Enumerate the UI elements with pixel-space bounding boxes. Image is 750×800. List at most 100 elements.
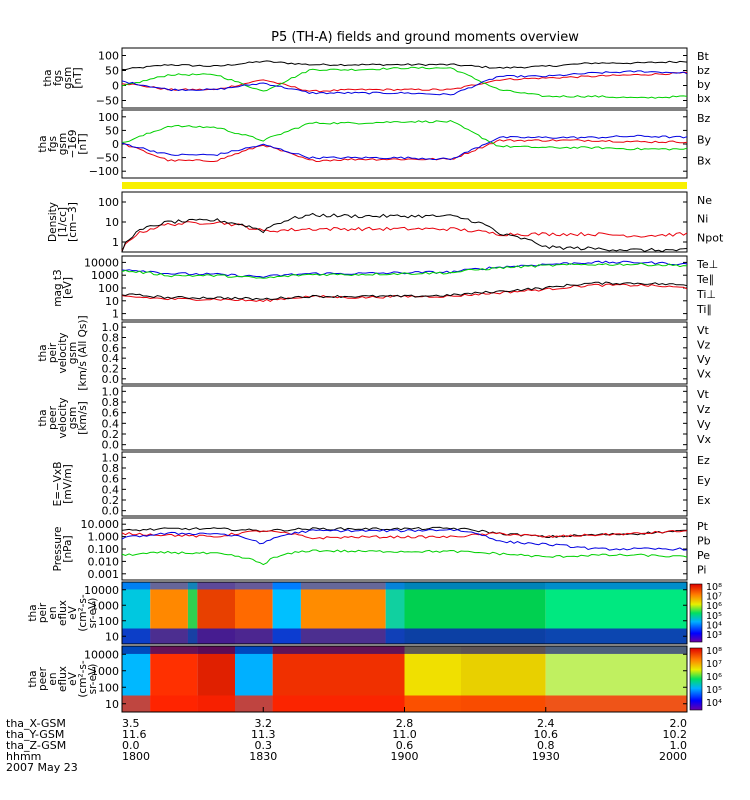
y-tick-label: 0.8: [102, 462, 120, 475]
x-row-value: 1930: [532, 750, 560, 763]
spectrogram-band: [187, 582, 198, 644]
y-axis-label-line: en: [47, 606, 59, 619]
y-axis-label-line: (cm²-s-: [77, 660, 89, 698]
y-axis-label-line: peir: [37, 602, 49, 623]
colorbar-label: 10⁵: [706, 611, 722, 622]
legend-ey: Ey: [697, 474, 711, 487]
y-axis-label-line: peer: [47, 405, 59, 430]
y-axis-label-line: gsm: [67, 407, 79, 429]
y-axis-label-line: eflux: [57, 666, 69, 692]
panels: 100500−50thafgsgsm[nT]Btbzbybx100500−50−…: [27, 47, 724, 713]
y-tick-label: 1.0: [102, 451, 120, 464]
x-row-value: 2.4: [537, 717, 555, 730]
panel-frame: [121, 321, 688, 385]
colorbar-label: 10⁶: [706, 601, 722, 612]
legend-vx: Vx: [697, 368, 712, 381]
y-axis-label-line: gsm: [62, 67, 74, 89]
y-tick-label: 0.8: [102, 332, 120, 345]
y-tick-label: 100: [98, 50, 119, 63]
panel-peer-vel: 1.00.80.60.40.20.0 thapeervelocitygsm[km/…: [37, 385, 712, 451]
y-tick-label: −50: [96, 95, 119, 108]
x-row-label: tha_X-GSM: [6, 717, 66, 730]
legend-ti⊥: Ti⊥: [696, 288, 716, 301]
series-te∥: [121, 281, 688, 301]
panel-frame: [121, 581, 688, 645]
y-tick-label: 10000: [84, 584, 119, 597]
legend-ez: Ez: [697, 454, 710, 467]
y-axis-label-line: tha: [27, 670, 39, 687]
series-ni: [121, 212, 688, 253]
y-axis-label-line: [nT]: [72, 67, 84, 88]
y-axis-label-line: gsm: [67, 342, 79, 364]
y-axis-label-line: Pressure: [52, 527, 64, 572]
x-row-value: 0.6: [396, 739, 414, 752]
legend-vt: Vt: [697, 324, 710, 337]
panel-frame: [121, 191, 688, 253]
y-tick-label: 0.0: [102, 505, 120, 518]
y-tick-label: 0.0: [102, 439, 120, 452]
legend-te⊥: Te⊥: [696, 258, 718, 271]
panel-frame: [121, 255, 688, 321]
colorbar: [689, 583, 703, 643]
y-tick-label: 10: [105, 698, 119, 711]
y-tick-label: 0.010: [88, 555, 120, 568]
x-row-value: 10.2: [663, 728, 688, 741]
y-tick-label: 1.000: [88, 531, 120, 544]
legend-bz: bz: [697, 64, 710, 77]
panel-frame: [121, 47, 688, 109]
y-axis-label-line: [nPa]: [62, 535, 74, 562]
legend-pe: Pe: [697, 549, 710, 562]
y-tick-label: 100: [98, 681, 119, 694]
y-tick-label: 10000: [84, 256, 119, 269]
legend-by: by: [697, 78, 711, 91]
y-tick-label: −100: [89, 165, 119, 178]
y-tick-label: 0.4: [102, 483, 120, 496]
legend-vz: Vz: [697, 403, 711, 416]
legend-pi: Pi: [697, 564, 706, 577]
panel-frame: [121, 517, 688, 581]
y-tick-label: 10: [105, 295, 119, 308]
y-axis-label-line: eV: [67, 605, 79, 619]
x-row-value: 11.0: [392, 728, 417, 741]
x-row-value: 1900: [391, 750, 419, 763]
panel-peir-eflux: 10⁸10⁷10⁶10⁵10⁴10³10000100010010thapeire…: [27, 581, 722, 645]
x-row-value: 11.6: [122, 728, 147, 741]
panel-peer-eflux: 10⁸ 10⁷ 10⁶ 10⁵ 10⁴ 10000 1000 100 10 thapeerenef…: [27, 645, 722, 713]
y-tick-label: 0.8: [102, 396, 120, 409]
x-row-value: 11.3: [251, 728, 276, 741]
y-axis-label-line: [km/s (All Qs)]: [77, 315, 89, 390]
legend-ex: Ex: [697, 494, 711, 507]
legend-vy: Vy: [697, 353, 711, 366]
x-row-value: 2.0: [670, 717, 688, 730]
y-tick-label: 0.6: [102, 407, 120, 420]
y-axis-label-line: peir: [47, 342, 59, 363]
legend-ti∥: Ti∥: [696, 303, 712, 316]
legend-vz: Vz: [697, 339, 711, 352]
y-axis-label-line: Density: [47, 202, 59, 242]
x-row-value: 0.3: [255, 739, 273, 752]
legend-ni: Ni: [697, 213, 708, 226]
y-tick-label: 0.4: [102, 352, 120, 365]
colorbar-label: 10⁸: [706, 582, 722, 593]
y-tick-label: 10000: [84, 648, 119, 661]
y-tick-label: 100: [98, 196, 119, 209]
y-axis-label-line: [eV]: [62, 277, 74, 299]
colorbar-label: 10⁴: [706, 698, 722, 709]
y-axis-label-line: [1/cc]: [57, 207, 69, 237]
y-tick-label: 0.2: [102, 494, 120, 507]
legend-npot: Npot: [697, 231, 724, 244]
y-tick-label: 0.4: [102, 417, 120, 430]
x-row-value: 1800: [122, 750, 150, 763]
x-row-value: 10.6: [534, 728, 559, 741]
panel-efield: 1.00.80.60.40.20.0 E=−VxB[mV/m] Ez Ey Ex: [52, 451, 711, 517]
legend-ne: Ne: [697, 194, 712, 207]
panel-pressure: 10.0001.0000.1000.0100.001Pressure[nPa]P…: [52, 517, 711, 581]
y-axis-label-line: [nT]: [77, 133, 89, 154]
series-bx: [121, 70, 688, 96]
legend-bx: Bx: [697, 155, 712, 168]
